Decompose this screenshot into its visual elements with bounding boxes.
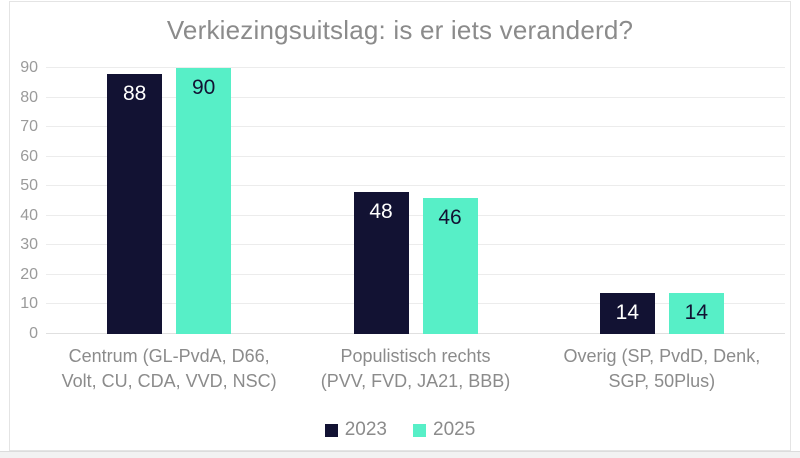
- category-label-line: Volt, CU, CDA, VVD, NSC): [61, 371, 277, 391]
- gridline-30: [46, 244, 785, 246]
- category-label-1: Centrum (GL-PvdA, D66, Volt, CU, CDA, VVD…: [39, 344, 299, 394]
- y-tick-label-20: 20: [20, 265, 38, 283]
- category-label-line: (PVV, FVD, JA21, BBB): [320, 371, 511, 391]
- y-tick-label-90: 90: [20, 59, 38, 76]
- bar-2025-group-1: 90: [176, 68, 232, 334]
- gridline-70: [46, 126, 785, 128]
- bar-value-label: 90: [191, 76, 216, 99]
- y-tick-label-30: 30: [20, 236, 38, 254]
- category-label-line: Overig (SP, PvdD, Denk,: [563, 346, 761, 366]
- legend-label: 2025: [433, 419, 476, 440]
- y-tick-label-50: 50: [20, 177, 38, 195]
- gridline-40: [46, 214, 785, 216]
- legend-swatch-icon: [324, 423, 338, 437]
- bar-2025-group-3: 14: [668, 292, 724, 334]
- bar-value-label: 14: [615, 300, 639, 324]
- gridline-50: [46, 185, 785, 187]
- y-tick-label-60: 60: [20, 147, 38, 165]
- y-tick-label-70: 70: [20, 118, 38, 136]
- gridline-20: [46, 273, 785, 275]
- bottom-scroll-strip: [0, 451, 800, 458]
- y-tick-label-40: 40: [20, 206, 38, 224]
- gridline-10: [46, 303, 785, 305]
- y-tick-label-80: 80: [20, 88, 38, 106]
- y-tick-label-0: 0: [29, 325, 38, 342]
- category-label-line: Centrum (GL-PvdA, D66,: [68, 346, 270, 366]
- bar-value-label: 46: [438, 206, 462, 230]
- bar-value-label: 88: [122, 81, 147, 105]
- category-label-2: Populistisch rechts (PVV, FVD, JA21, BBB): [286, 344, 546, 394]
- bar-value-label: 48: [369, 200, 393, 224]
- bar-2023-group-1: 88: [107, 73, 163, 334]
- gridline-0: [46, 333, 785, 334]
- plot-area: 88 90 48 46 14 14: [46, 67, 785, 334]
- legend-label: 2023: [344, 419, 387, 440]
- category-label-line: SGP, 50Plus): [608, 371, 716, 391]
- gridline-90: [46, 67, 785, 68]
- y-tick-label-10: 10: [20, 295, 38, 313]
- bar-2023-group-3: 14: [599, 292, 655, 334]
- category-label-line: Populistisch rechts: [340, 346, 491, 366]
- bar-2025-group-2: 46: [422, 198, 478, 334]
- legend-swatch-icon: [413, 423, 426, 437]
- legend-item-2025: 2025: [413, 419, 475, 441]
- category-label-3: Overig (SP, PvdD, Denk, SGP, 50Plus): [532, 344, 792, 394]
- gridline-80: [46, 96, 785, 98]
- gridline-60: [46, 155, 785, 157]
- legend-item-2023: 2023: [324, 419, 387, 441]
- bar-2023-group-2: 48: [353, 192, 409, 334]
- bar-value-label: 14: [684, 300, 708, 324]
- legend: 2023 2025: [0, 418, 800, 442]
- chart-title: Verkiezingsuitslag: is er iets veranderd…: [166, 15, 634, 45]
